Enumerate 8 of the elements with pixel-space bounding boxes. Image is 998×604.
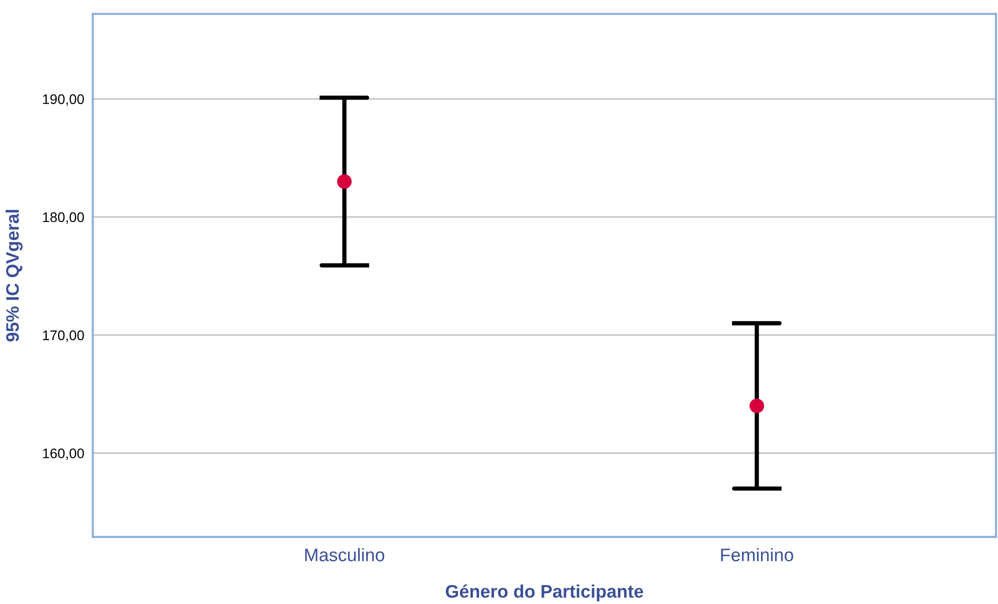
y-tick-label: 170,00 xyxy=(43,330,84,342)
x-tick-label: Masculino xyxy=(305,548,384,562)
x-tick-label: Feminino xyxy=(721,548,794,562)
x-axis-title: Género do Participante xyxy=(446,584,644,602)
y-tick-label: 180,00 xyxy=(43,212,84,224)
y-axis-title: 95% IC QVgeral xyxy=(6,210,23,342)
y-tick-label: 160,00 xyxy=(43,448,84,460)
y-tick-label: 190,00 xyxy=(43,94,84,106)
